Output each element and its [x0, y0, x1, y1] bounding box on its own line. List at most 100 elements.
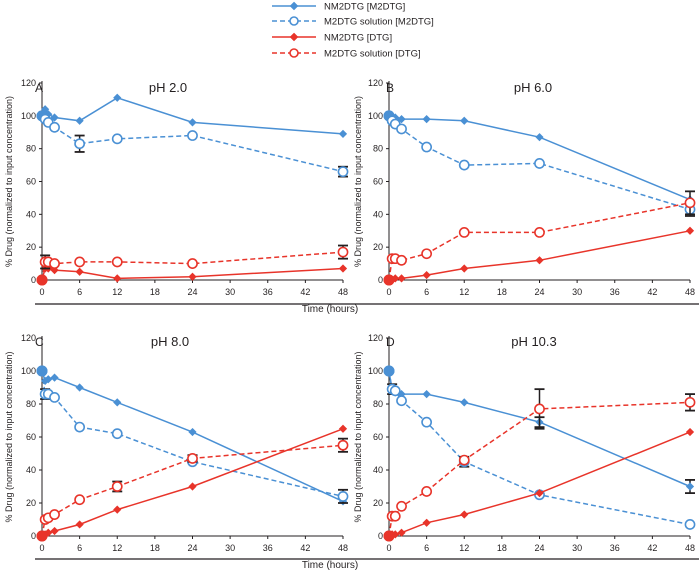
x-tick-label: 36	[263, 543, 273, 553]
x-tick-label: 30	[572, 287, 582, 297]
legend-label: NM2DTG [DTG]	[324, 33, 392, 44]
data-point	[74, 138, 86, 150]
x-tick-label: 36	[610, 287, 620, 297]
y-tick-label: 0	[378, 275, 383, 285]
series-2	[36, 110, 349, 178]
y-axis-label: % Drug (normalized to input concentratio…	[4, 96, 14, 267]
data-point	[684, 519, 696, 530]
panel-title: pH 10.3	[511, 334, 557, 349]
panel-title: pH 6.0	[514, 80, 552, 95]
x-tick-label: 42	[647, 287, 657, 297]
data-point	[188, 272, 197, 281]
series-4	[36, 244, 349, 286]
x-tick-label: 6	[424, 287, 429, 297]
data-point	[75, 267, 84, 276]
series-4	[36, 437, 349, 542]
panel-b: 0 20 40 60 80 100 120 0 6 12 18 24 30 36 42 48 % Drug (n…	[353, 78, 696, 297]
series-3	[36, 424, 348, 542]
data-point	[460, 264, 469, 273]
series-line	[41, 96, 344, 135]
legend-marker-diamond	[289, 32, 299, 42]
axes: 0 20 40 60 80 100 120 0 6 12 18 24 30 36 42 48	[368, 333, 695, 553]
data-point	[421, 248, 433, 260]
data-point	[460, 116, 469, 125]
data-point	[422, 270, 431, 280]
data-point	[396, 395, 407, 407]
data-point	[685, 226, 695, 235]
data-point	[389, 385, 401, 397]
x-tick-label: 48	[685, 287, 695, 297]
data-point-initial	[383, 530, 395, 542]
y-tick-label: 100	[21, 366, 36, 376]
y-tick-label: 40	[26, 465, 36, 475]
x-tick-label: 30	[225, 287, 235, 297]
data-point-initial	[36, 530, 48, 542]
y-tick-label: 0	[31, 531, 36, 541]
y-tick-label: 20	[373, 242, 383, 252]
y-tick-label: 120	[368, 333, 383, 343]
data-point	[534, 226, 545, 238]
data-point	[397, 115, 406, 124]
data-point	[396, 123, 407, 135]
x-tick-label: 18	[150, 543, 160, 553]
data-point	[188, 118, 197, 127]
x-tick-label: 42	[647, 543, 657, 553]
y-tick-label: 100	[368, 366, 383, 376]
y-axis-label: % Drug (normalized to input concentratio…	[4, 351, 14, 522]
y-tick-label: 40	[373, 465, 383, 475]
y-tick-label: 120	[368, 78, 383, 88]
series-4	[383, 190, 696, 286]
data-point	[422, 115, 431, 124]
x-tick-label: 24	[534, 543, 544, 553]
panel-label: B	[386, 81, 394, 95]
data-point	[397, 528, 406, 537]
y-tick-label: 60	[373, 432, 383, 442]
data-point	[188, 427, 197, 437]
legend-item: NM2DTG [M2DTG]	[272, 2, 405, 13]
data-point	[684, 197, 696, 209]
data-point	[113, 398, 122, 407]
data-point	[74, 421, 86, 433]
panel-d: 0 20 40 60 80 100 120 0 6 12 18 24 30 36 42 48 % Drug (n…	[353, 333, 696, 553]
data-point	[389, 510, 401, 522]
panel-label: C	[35, 335, 44, 349]
data-point	[396, 254, 407, 266]
y-tick-label: 40	[26, 209, 36, 219]
legend-item: M2DTG solution [DTG]	[272, 48, 421, 60]
data-point	[49, 391, 60, 403]
series-line	[388, 115, 691, 201]
data-point	[421, 486, 433, 497]
series-line	[389, 230, 691, 281]
y-tick-label: 0	[378, 531, 383, 541]
y-tick-label: 60	[26, 432, 36, 442]
data-point	[534, 403, 545, 415]
data-point	[458, 226, 470, 238]
x-tick-label: 12	[459, 287, 469, 297]
panel-title: pH 2.0	[149, 80, 187, 95]
data-point	[338, 424, 348, 433]
legend-marker-diamond	[289, 1, 299, 11]
data-point	[49, 509, 60, 520]
series-line	[41, 115, 344, 173]
data-point	[421, 416, 433, 428]
data-point	[338, 264, 348, 273]
y-tick-label: 60	[26, 177, 36, 187]
y-tick-label: 60	[373, 177, 383, 187]
data-point	[422, 389, 431, 399]
x-tick-label: 48	[338, 287, 348, 297]
data-point	[187, 453, 198, 464]
data-point	[74, 256, 86, 268]
data-point	[111, 256, 123, 268]
data-point	[187, 130, 198, 141]
legend-item: NM2DTG [DTG]	[272, 33, 392, 44]
x-tick-label: 6	[77, 543, 82, 553]
axes: 0 20 40 60 80 100 120 0 6 12 18 24 30 36 42 48	[21, 78, 348, 297]
x-tick-label: 6	[77, 287, 82, 297]
y-axis-label: % Drug (normalized to input concentratio…	[353, 96, 363, 267]
x-tick-label: 24	[187, 287, 197, 297]
data-point-initial	[36, 274, 48, 286]
data-point	[113, 93, 122, 102]
x-tick-label: 0	[386, 287, 391, 297]
